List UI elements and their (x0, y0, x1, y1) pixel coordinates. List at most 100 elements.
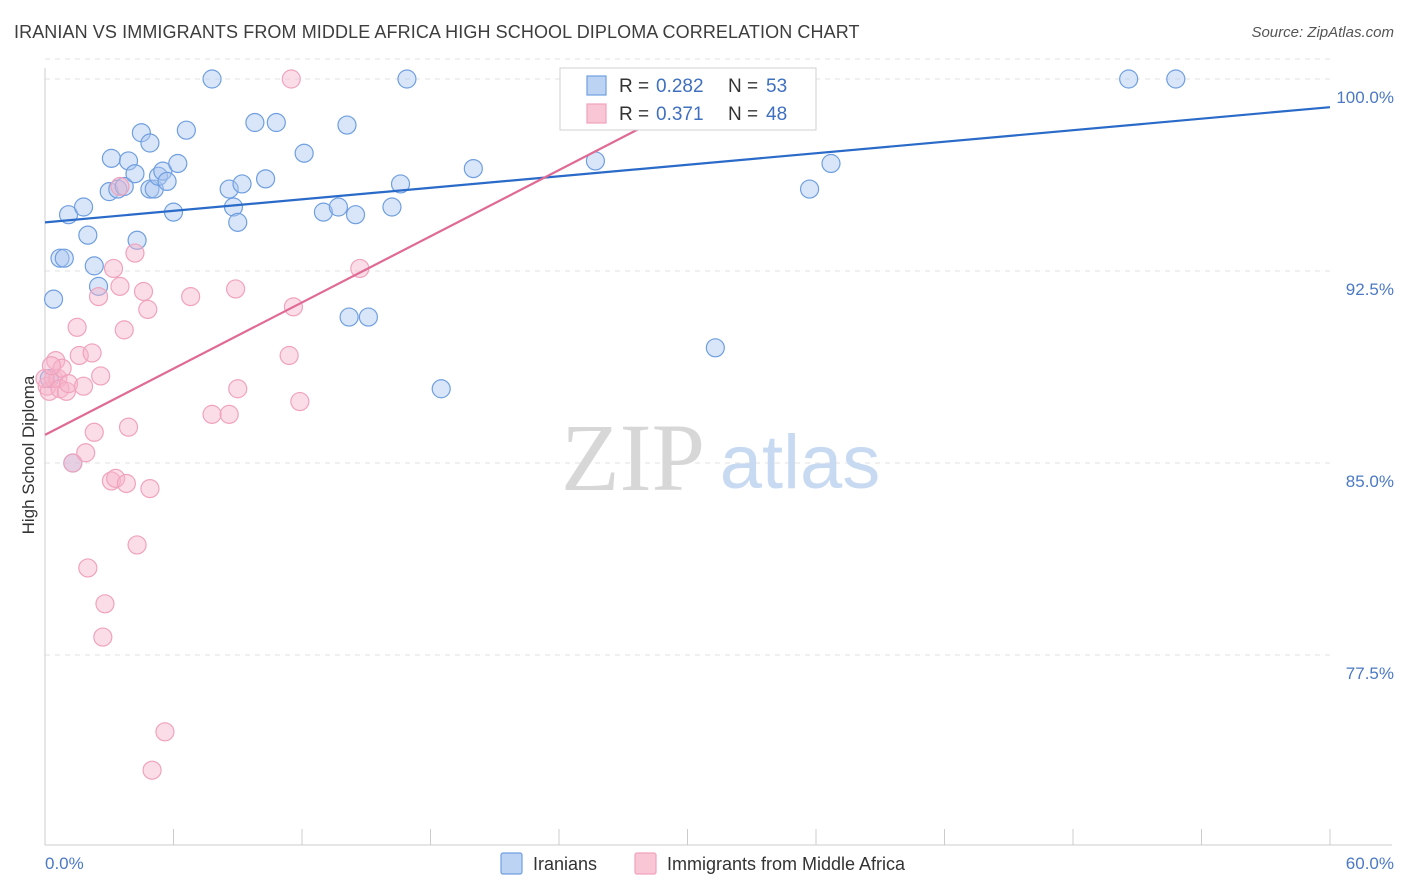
middle-africa-point-39 (226, 279, 246, 299)
middle-africa-point-27 (116, 473, 136, 494)
middle-africa-point-31 (133, 281, 154, 302)
chart-title: IRANIAN VS IMMIGRANTS FROM MIDDLE AFRICA… (14, 22, 860, 42)
middle-africa-point-38 (219, 404, 239, 424)
y-tick-labels: 77.5% 85.0% 92.5% 100.0% (1336, 88, 1394, 683)
iranians-point-32 (255, 169, 276, 189)
legend-swatch-iranians (586, 75, 607, 96)
iranians-point-30 (232, 174, 252, 194)
iranians-point-25 (176, 120, 196, 140)
legend-n-value-2: 48 (766, 104, 787, 125)
middle-africa-point-13 (76, 443, 96, 463)
iranians-point-8 (88, 276, 109, 296)
middle-africa-point-9 (63, 453, 83, 473)
middle-africa-point-19 (93, 627, 113, 647)
series-legend-label-iranians: Iranians (533, 854, 597, 874)
middle-africa-point-14 (78, 558, 98, 578)
middle-africa-point-35 (155, 722, 175, 742)
y-axis-title: High School Diploma (19, 375, 38, 534)
watermark-zip: ZIP (561, 404, 705, 511)
legend-r-label-2: R = (619, 104, 649, 125)
middle-africa-point-37 (202, 404, 222, 424)
iranians-point-35 (313, 202, 334, 222)
middle-africa-trend-line (44, 98, 697, 436)
legend-swatch-middle-africa (586, 103, 607, 124)
iranians-point-7 (84, 256, 104, 276)
middle-africa-point-44 (290, 391, 310, 412)
iranians-point-37 (337, 115, 357, 135)
iranians-point-33 (266, 112, 286, 133)
iranians-point-0 (43, 289, 64, 309)
x-tick-label-0: 0.0% (45, 854, 84, 873)
legend-n-label-1: N = (728, 76, 758, 97)
iranians-point-40 (358, 307, 378, 327)
legend-r-label-1: R = (619, 76, 649, 97)
series-legend: Iranians Immigrants from Middle Africa (500, 852, 906, 875)
x-tick-labels: 0.0% 60.0% (45, 854, 1394, 873)
series-legend-swatch-iranians (500, 852, 523, 875)
middle-africa-point-42 (281, 69, 301, 89)
iranians-point-10 (101, 148, 121, 168)
iranians-point-45 (463, 159, 483, 179)
middle-africa-point-33 (140, 479, 160, 499)
middle-africa-point-32 (138, 299, 158, 319)
series-legend-label-middle-africa: Immigrants from Middle Africa (667, 854, 906, 874)
middle-africa-point-26 (114, 320, 134, 340)
iranians-point-42 (390, 174, 411, 194)
iranians-point-50 (1119, 69, 1139, 89)
grid-lines (45, 58, 1330, 656)
middle-africa-point-20 (95, 594, 115, 614)
series-legend-swatch-middle-africa (634, 852, 657, 875)
legend-r-value-2: 0.371 (656, 104, 704, 125)
iranians-point-39 (345, 205, 366, 225)
iranians-point-38 (339, 307, 359, 327)
middle-africa-point-8 (58, 374, 79, 394)
iranians-point-12 (114, 176, 134, 197)
y-tick-label-3: 100.0% (1336, 88, 1394, 107)
watermark: ZIP atlas (561, 404, 880, 511)
y-tick-label-0: 77.5% (1346, 664, 1394, 683)
legend-n-label-2: N = (728, 104, 758, 125)
middle-africa-point-24 (110, 176, 130, 197)
middle-africa-point-22 (103, 258, 124, 279)
middle-africa-point-29 (125, 243, 145, 263)
iranians-point-17 (140, 133, 160, 153)
middle-africa-point-28 (118, 417, 139, 437)
middle-africa-point-10 (67, 317, 87, 337)
middle-africa-point-36 (181, 287, 201, 307)
iranians-point-6 (78, 225, 98, 245)
legend-r-value-1: 0.282 (656, 76, 704, 97)
stats-legend: R = 0.282 N = 53 R = 0.371 N = 48 (559, 67, 817, 131)
middle-africa-point-7 (56, 381, 77, 401)
iranians-point-48 (799, 179, 820, 199)
watermark-atlas: atlas (720, 420, 881, 505)
middle-africa-point-12 (73, 376, 94, 396)
iranians-point-41 (382, 197, 402, 217)
x-tick-label-1: 60.0% (1346, 854, 1394, 873)
source-credit: Source: ZipAtlas.com (1251, 24, 1394, 41)
middle-africa-point-18 (91, 366, 111, 386)
iranians-point-29 (228, 212, 248, 232)
y-tick-label-1: 85.0% (1346, 472, 1394, 491)
iranians-point-49 (821, 153, 841, 174)
trend-lines (44, 98, 1331, 436)
iranians-point-31 (245, 112, 265, 133)
legend-n-value-1: 53 (766, 76, 787, 97)
middle-africa-point-17 (88, 287, 109, 307)
iranians-point-43 (397, 69, 417, 89)
iranians-point-1 (50, 248, 70, 268)
iranians-point-14 (125, 164, 145, 184)
middle-africa-point-15 (82, 343, 102, 363)
iranians-point-44 (431, 379, 451, 399)
iranians-point-34 (294, 143, 314, 163)
iranians-point-27 (219, 179, 239, 199)
middle-africa-point-41 (279, 345, 299, 366)
middle-africa-point-23 (106, 468, 126, 488)
iranians-point-24 (168, 153, 188, 174)
middle-africa-point-34 (142, 760, 162, 780)
middle-africa-point-40 (228, 379, 248, 399)
iranians-trend-line (44, 106, 1331, 224)
iranians-point-21 (153, 161, 173, 181)
iranians-point-22 (157, 171, 177, 191)
axes (44, 68, 1392, 846)
